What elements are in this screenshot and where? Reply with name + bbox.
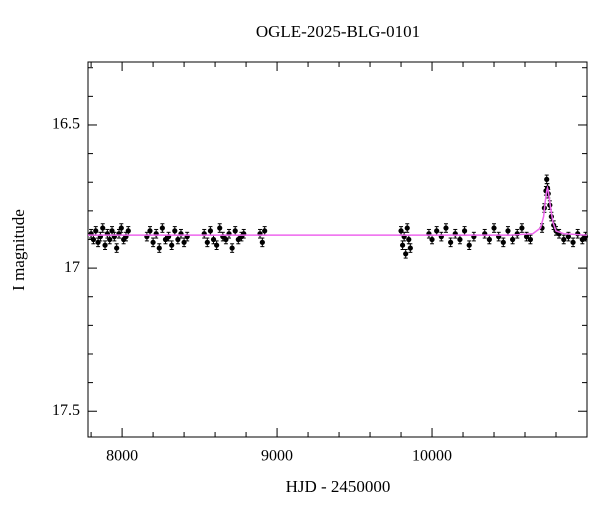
data-point [403, 251, 409, 257]
y-tick-label: 16.5 [52, 116, 80, 133]
data-point [429, 236, 435, 243]
data-point [399, 242, 406, 248]
data-point [466, 242, 472, 248]
data-point [100, 225, 106, 231]
data-point [114, 245, 120, 251]
data-point [514, 231, 520, 237]
data-point [448, 239, 454, 245]
data-point [118, 225, 124, 231]
data-point [486, 236, 492, 243]
data-point [107, 236, 113, 243]
y-tick-label: 17 [64, 259, 80, 276]
data-point [491, 225, 497, 231]
data-point [500, 239, 506, 245]
data-point [461, 228, 468, 234]
y-tick-label: 17.5 [52, 402, 80, 419]
data-point [232, 228, 238, 234]
data-point [90, 236, 97, 243]
x-tick-label: 9000 [261, 448, 293, 465]
data-point [561, 236, 567, 243]
x-tick-label: 8000 [106, 448, 138, 465]
data-point [570, 239, 576, 245]
data-point [214, 242, 220, 248]
plot-frame [87, 61, 588, 438]
data-point [527, 236, 534, 243]
data-point [434, 228, 440, 234]
data-point [262, 228, 268, 234]
data-point [147, 228, 153, 234]
data-point [519, 225, 525, 231]
y-axis-label: I magnitude [9, 209, 28, 291]
data-point [259, 239, 265, 245]
data-point [172, 228, 178, 234]
data-point [565, 234, 572, 240]
data-point [102, 242, 108, 248]
data-point [93, 228, 99, 234]
data-point [204, 239, 210, 245]
data-point [510, 236, 516, 243]
data-point [125, 228, 131, 234]
data-point [457, 236, 463, 243]
data-point [443, 225, 449, 231]
data-point [217, 225, 223, 231]
model-curve [88, 185, 588, 236]
data-point [156, 245, 162, 251]
data-point [229, 245, 235, 251]
data-point [150, 239, 156, 245]
data-point [505, 228, 511, 234]
data-point [404, 225, 410, 231]
data-point [406, 236, 412, 243]
data-point [407, 245, 413, 251]
data-point [207, 228, 214, 234]
x-axis-label: HJD - 2450000 [286, 477, 391, 496]
x-tick-label: 10000 [412, 448, 452, 465]
data-point [169, 242, 175, 248]
chart-title: OGLE-2025-BLG-0101 [256, 22, 420, 41]
data-point [523, 234, 530, 240]
data-point [159, 225, 165, 231]
data-point [544, 176, 550, 182]
